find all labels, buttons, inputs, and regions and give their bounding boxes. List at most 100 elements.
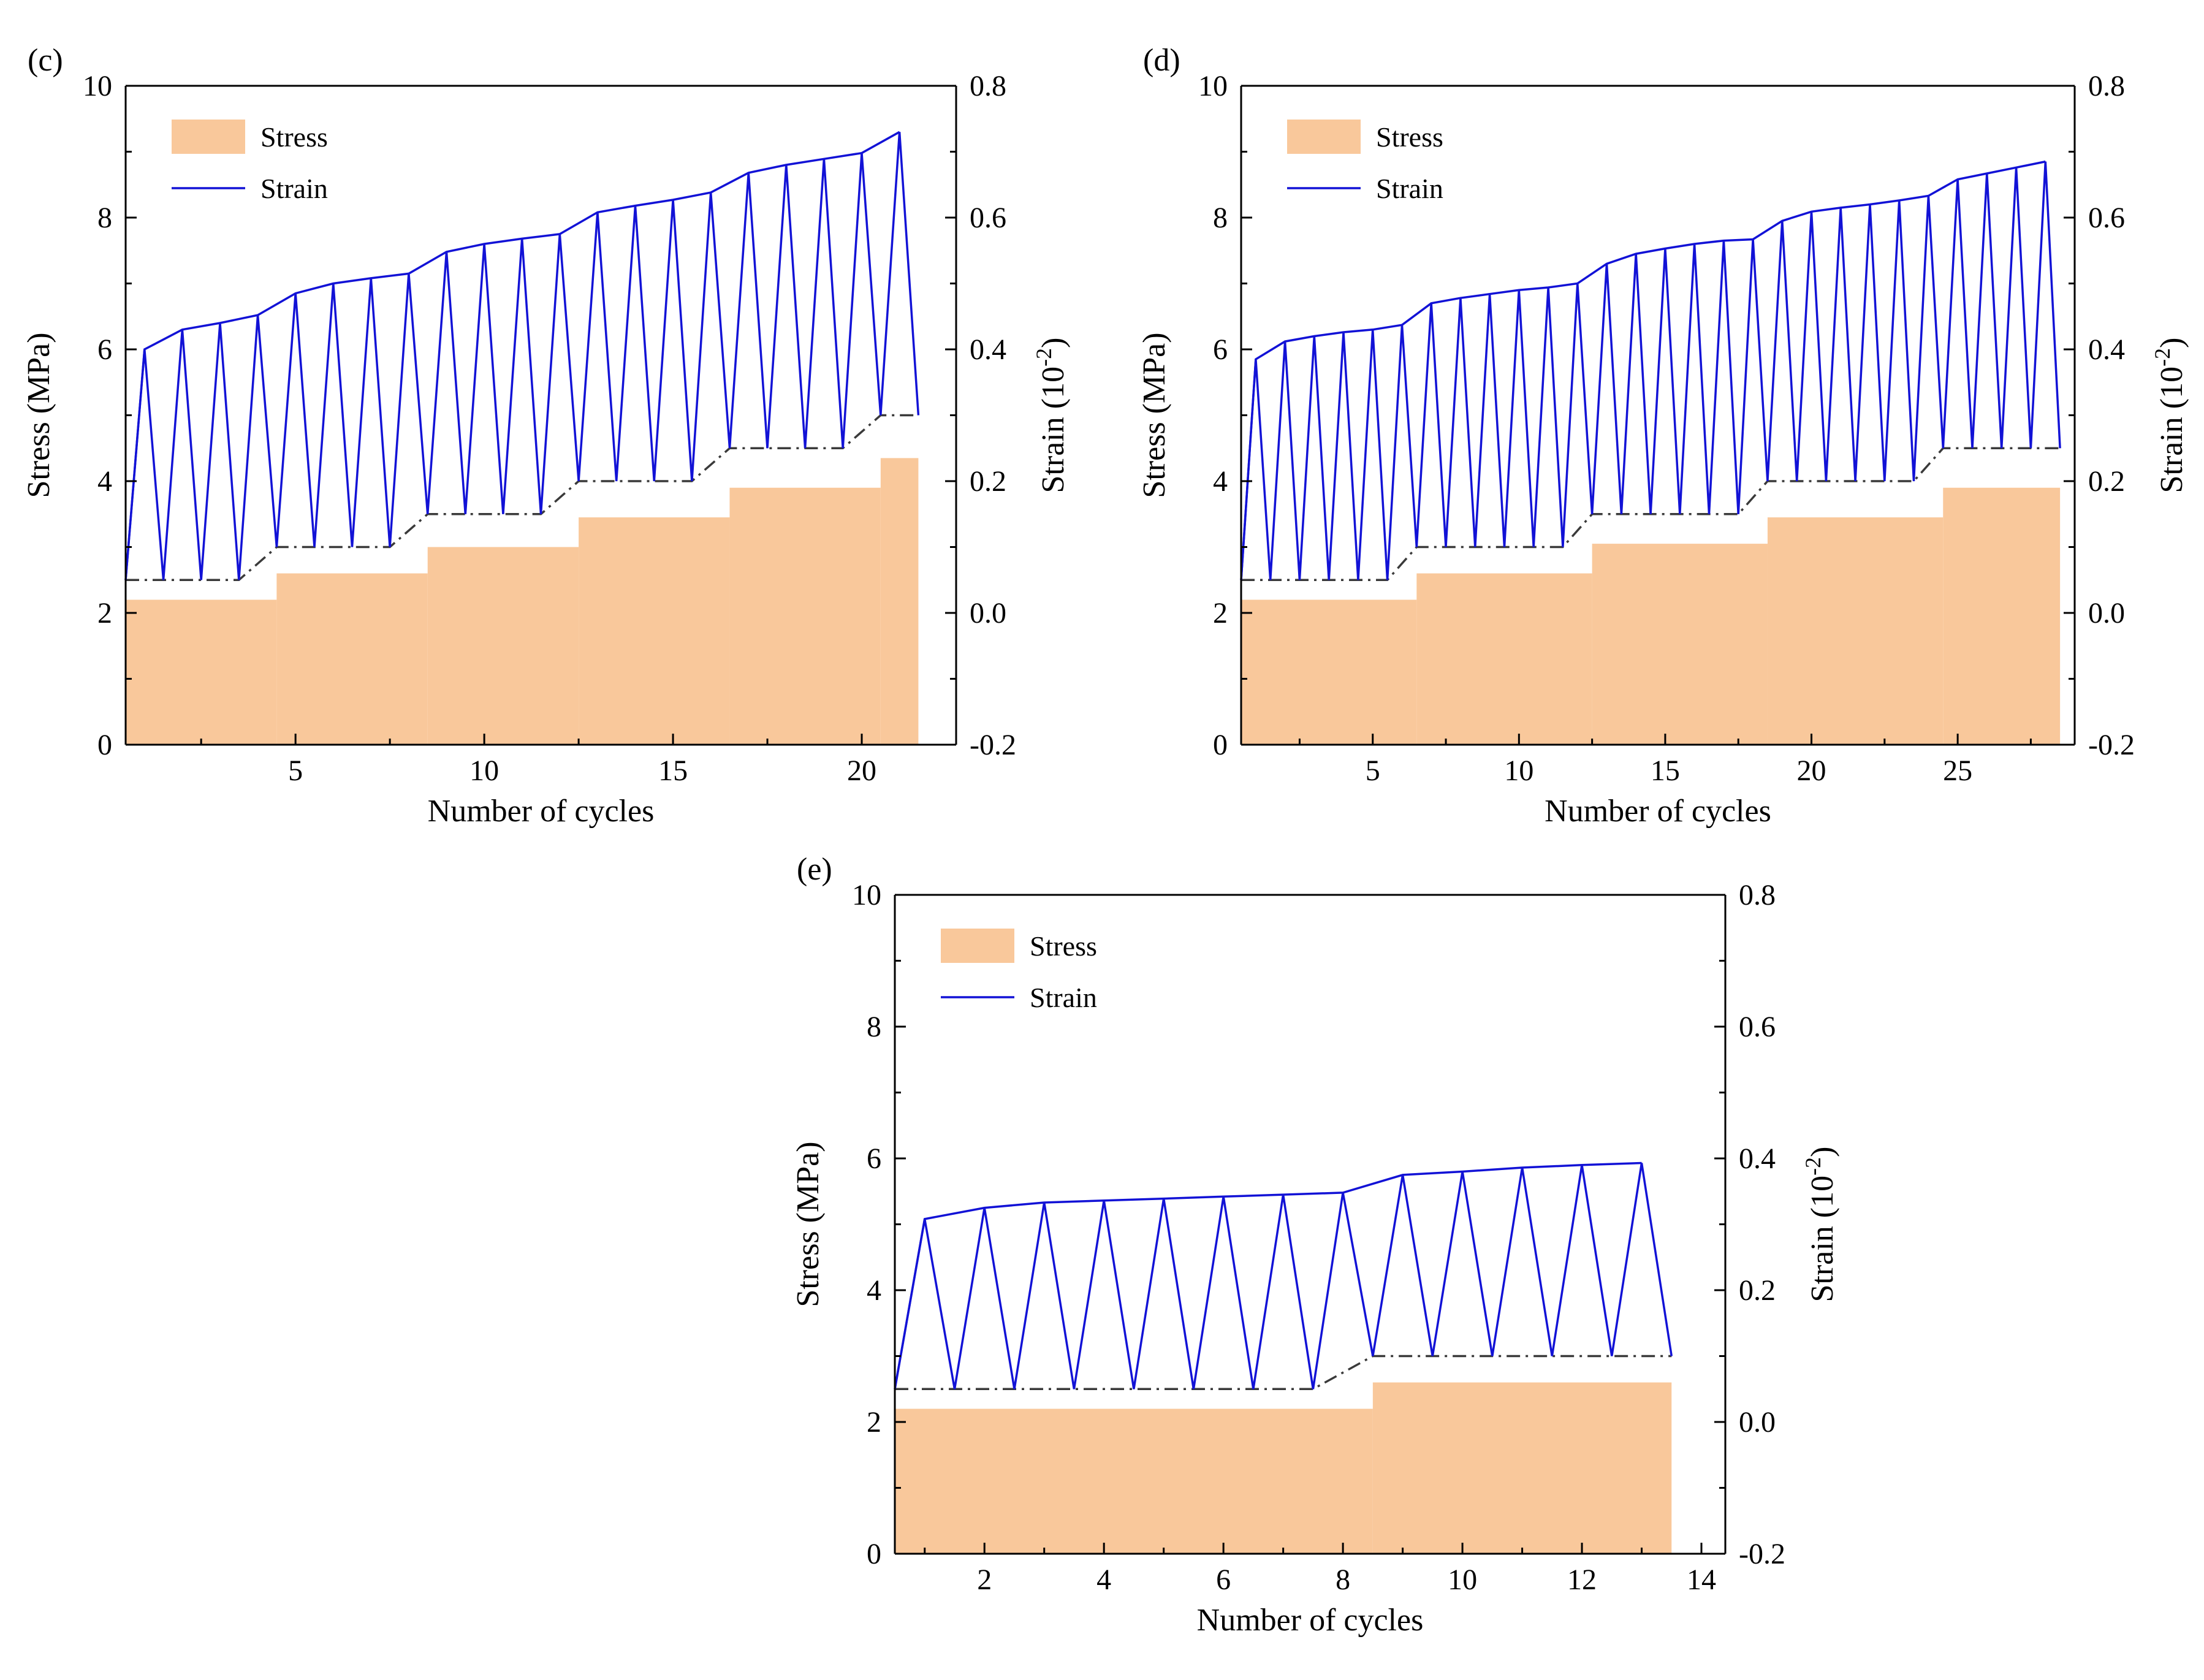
y-right-axis-title-exponent: -2: [1801, 1157, 1825, 1176]
y-right-tick-label: 0.2: [1739, 1274, 1776, 1307]
y-right-tick-label: 0.2: [970, 465, 1006, 498]
y-right-axis-title-exponent: -2: [2150, 348, 2175, 367]
y-right-tick-label: 0.4: [2088, 333, 2125, 366]
legend-stress-swatch: [1287, 120, 1361, 154]
y-right-axis-title-tail: ): [1805, 1147, 1840, 1157]
y-left-tick-label: 10: [1198, 70, 1228, 102]
y-right-tick-label: 0.6: [970, 202, 1006, 234]
x-tick-label: 10: [1448, 1564, 1477, 1596]
y-left-tick-label: 6: [97, 333, 112, 366]
y-right-tick-label: 0.0: [2088, 597, 2125, 629]
y-right-axis-title-base: Strain (10: [1036, 367, 1071, 493]
stress-bar: [1592, 544, 1768, 745]
x-tick-label: 25: [1943, 754, 1972, 787]
y-right-tick-label: -0.2: [970, 729, 1016, 761]
y-left-axis-title: Stress (MPa): [1137, 332, 1172, 498]
y-right-tick-label: 0.2: [2088, 465, 2125, 498]
stress-bar: [729, 487, 881, 745]
y-left-tick-label: 2: [97, 597, 112, 629]
y-right-tick-label: -0.2: [2088, 729, 2135, 761]
strain-cycle-line: [1240, 161, 2061, 580]
x-axis-title: Number of cycles: [1197, 1603, 1424, 1638]
y-left-tick-label: 8: [1213, 202, 1228, 234]
y-left-tick-label: 2: [1213, 597, 1228, 629]
panel-label: (e): [797, 852, 832, 887]
x-tick-label: 5: [288, 754, 303, 787]
stress-bar: [579, 517, 730, 745]
panel-c: 5 10 15 20 0 2 4 6 8 10 -0.2 0.0 0.2 0.4 0.6 0.8 Number …: [21, 43, 1071, 829]
stress-bar: [427, 547, 579, 745]
y-left-tick-label: 2: [867, 1406, 881, 1439]
y-right-tick-label: 0.6: [2088, 202, 2125, 234]
x-tick-label: 6: [1216, 1564, 1231, 1596]
stress-bar: [1372, 1382, 1672, 1554]
x-tick-label: 8: [1336, 1564, 1350, 1596]
legend-stress-label: Stress: [260, 121, 328, 153]
legend-stress-swatch: [941, 929, 1014, 963]
y-right-axis-title: Strain (10-2): [1801, 1147, 1840, 1302]
y-left-tick-label: 4: [97, 465, 112, 498]
y-left-tick-label: 8: [867, 1011, 881, 1043]
legend-stress-label: Stress: [1030, 930, 1097, 962]
stress-bar: [1943, 487, 2061, 745]
x-axis-title: Number of cycles: [1545, 794, 1771, 829]
x-tick-label: 14: [1687, 1564, 1716, 1596]
y-left-tick-label: 8: [97, 202, 112, 234]
y-left-tick-label: 4: [867, 1274, 881, 1307]
stress-bar: [276, 573, 428, 745]
panel-e: 2 4 6 8 10 12 14 0 2 4 6 8 10 -0.2 0.0 0.2 0.4 0.6 0.8 Numb…: [791, 852, 1840, 1638]
x-tick-label: 2: [977, 1564, 992, 1596]
strain-baseline-line: [895, 1355, 1672, 1391]
x-tick-label: 4: [1096, 1564, 1111, 1596]
y-right-axis-title-base: Strain (10: [2154, 367, 2189, 493]
y-left-axis-title: Stress (MPa): [21, 332, 56, 498]
x-axis-title: Number of cycles: [428, 794, 655, 829]
y-right-tick-label: 0.8: [2088, 70, 2125, 102]
legend-stress-swatch: [172, 120, 245, 154]
y-right-axis-title: Strain (10-2): [1032, 338, 1071, 493]
legend-stress-label: Stress: [1376, 121, 1443, 153]
y-left-tick-label: 0: [97, 729, 112, 761]
y-right-tick-label: 0.8: [1739, 879, 1776, 911]
x-tick-label: 10: [1504, 754, 1533, 787]
panel-label: (c): [28, 43, 63, 78]
y-left-axis-title: Stress (MPa): [791, 1141, 826, 1307]
stress-bar: [1767, 517, 1944, 745]
y-right-axis-title-exponent: -2: [1032, 348, 1056, 367]
y-right-tick-label: 0.4: [1739, 1142, 1776, 1175]
stress-bar: [880, 458, 919, 745]
y-right-tick-label: 0.4: [970, 333, 1006, 366]
y-left-tick-label: 6: [1213, 333, 1228, 366]
y-right-tick-label: 0.8: [970, 70, 1006, 102]
x-tick-label: 15: [658, 754, 688, 787]
legend-strain-label: Strain: [1376, 173, 1443, 204]
y-right-tick-label: 0.0: [970, 597, 1006, 629]
y-left-tick-label: 10: [852, 879, 881, 911]
legend-strain-label: Strain: [1030, 982, 1097, 1013]
panel-d: 5 10 15 20 25 0 2 4 6 8 10 -0.2 0.0 0.2 0.4 0.6 0.8 Numbe…: [1137, 43, 2189, 829]
y-right-axis-title-base: Strain (10: [1805, 1176, 1840, 1302]
x-tick-label: 20: [1797, 754, 1826, 787]
y-right-tick-label: 0.6: [1739, 1011, 1776, 1043]
y-right-tick-label: 0.0: [1739, 1406, 1776, 1439]
strain-envelope-line: [894, 1161, 1642, 1389]
legend-strain-label: Strain: [260, 173, 328, 204]
stress-bar: [895, 1408, 1373, 1554]
strain-baseline-line: [126, 414, 919, 582]
y-left-tick-label: 6: [867, 1142, 881, 1175]
y-left-tick-label: 4: [1213, 465, 1228, 498]
x-tick-label: 12: [1567, 1564, 1597, 1596]
x-tick-label: 10: [469, 754, 499, 787]
y-right-axis-title-tail: ): [2154, 338, 2189, 348]
panel-label: (d): [1143, 43, 1180, 78]
x-tick-label: 5: [1366, 754, 1380, 787]
y-left-tick-label: 10: [83, 70, 112, 102]
stress-bar: [126, 599, 277, 745]
y-right-axis-title: Strain (10-2): [2150, 338, 2189, 493]
y-left-tick-label: 0: [867, 1538, 881, 1570]
strain-cycle-line: [894, 1163, 1673, 1389]
y-left-tick-label: 0: [1213, 729, 1228, 761]
x-tick-label: 15: [1651, 754, 1680, 787]
stress-bar: [1416, 573, 1592, 745]
